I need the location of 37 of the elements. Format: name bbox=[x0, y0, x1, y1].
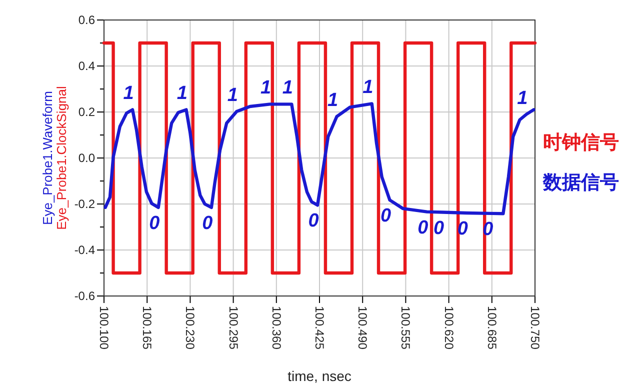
x-axis-title: time, nsec bbox=[288, 368, 352, 384]
x-tick-label: 100.295 bbox=[226, 306, 240, 350]
annotation: 1 bbox=[227, 85, 238, 106]
x-tick-label: 100.555 bbox=[398, 306, 413, 350]
annotation: 1 bbox=[282, 78, 293, 99]
y-axis-title: Eye_Probe1.Waveform bbox=[40, 91, 55, 225]
y-tick-label: -0.4 bbox=[74, 243, 96, 257]
annotation: 1 bbox=[362, 77, 374, 98]
annotation: 0 bbox=[434, 218, 445, 239]
x-tick-label: 100.490 bbox=[356, 306, 370, 350]
y-tick-label: -0.6 bbox=[74, 289, 96, 303]
x-tick-label: 100.165 bbox=[140, 306, 154, 350]
x-tick-label: 100.685 bbox=[484, 306, 499, 350]
text: Eye_Probe1.ClockSignal bbox=[54, 86, 69, 230]
y-tick-label: -0.2 bbox=[74, 197, 96, 211]
series-label: 时钟信号 bbox=[543, 132, 619, 154]
x-tick-label: 100.230 bbox=[183, 306, 198, 350]
annotation: 0 bbox=[418, 217, 429, 238]
series-label: 数据信号 bbox=[542, 172, 619, 194]
x-tick-label: 100.425 bbox=[312, 306, 326, 350]
x-tick-label: 100.750 bbox=[528, 306, 542, 350]
annotation: 1 bbox=[260, 78, 272, 99]
annotation: 1 bbox=[517, 88, 528, 109]
annotation: 0 bbox=[149, 212, 160, 234]
y-tick-label: 0.4 bbox=[78, 59, 96, 73]
y-tick-label: 0.2 bbox=[78, 105, 96, 119]
annotation: 1 bbox=[123, 83, 134, 104]
y-tick-label: 0.6 bbox=[78, 13, 96, 27]
x-tick-label: 100.360 bbox=[269, 306, 284, 350]
x-tick-label: 100.620 bbox=[442, 306, 456, 350]
annotation: 0 bbox=[308, 210, 320, 232]
annotation: 0 bbox=[380, 206, 392, 227]
x-tick-label: 100.100 bbox=[97, 306, 111, 350]
annotation: 1 bbox=[176, 83, 188, 104]
y-tick-label: 0.0 bbox=[78, 151, 96, 165]
annotation: 0 bbox=[202, 212, 214, 234]
annotation: 1 bbox=[327, 90, 338, 112]
